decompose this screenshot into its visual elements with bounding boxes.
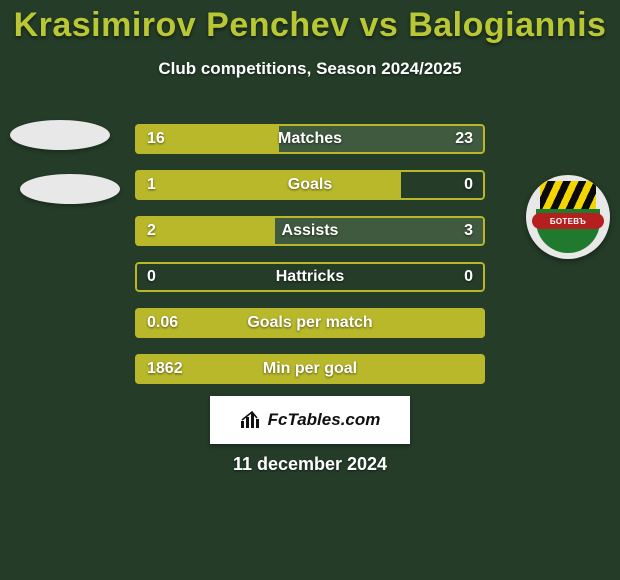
badge-text: БОТЕВЪ <box>550 217 586 226</box>
club-badge-icon: БОТЕВЪ <box>526 175 610 259</box>
stat-row: 1623Matches <box>135 124 485 154</box>
avatar-placeholder-icon <box>20 174 120 204</box>
chart-icon <box>240 411 262 429</box>
stat-row: 0.06Goals per match <box>135 308 485 338</box>
stat-row: 23Assists <box>135 216 485 246</box>
stat-label: Assists <box>135 216 485 246</box>
stat-row: 1862Min per goal <box>135 354 485 384</box>
infographic: Krasimirov Penchev vs Balogiannis Club c… <box>0 0 620 580</box>
badge-lower <box>536 209 600 253</box>
badge-ribbon: БОТЕВЪ <box>532 213 604 229</box>
page-title: Krasimirov Penchev vs Balogiannis <box>0 0 620 45</box>
stat-label: Goals per match <box>135 308 485 338</box>
brand-badge: FcTables.com <box>210 396 410 444</box>
stat-row: 10Goals <box>135 170 485 200</box>
stat-label: Min per goal <box>135 354 485 384</box>
player-left-avatar <box>10 120 120 204</box>
footer-date: 11 december 2024 <box>0 454 620 475</box>
player-right-club-badge: БОТЕВЪ <box>526 175 610 259</box>
brand-text: FcTables.com <box>268 410 381 430</box>
avatar-placeholder-icon <box>10 120 110 150</box>
stat-row: 00Hattricks <box>135 262 485 292</box>
stats-comparison: 1623Matches 10Goals 23Assists 00Hattricks 0.… <box>135 124 485 400</box>
stat-label: Hattricks <box>135 262 485 292</box>
stat-label: Goals <box>135 170 485 200</box>
stat-label: Matches <box>135 124 485 154</box>
page-subtitle: Club competitions, Season 2024/2025 <box>0 59 620 79</box>
